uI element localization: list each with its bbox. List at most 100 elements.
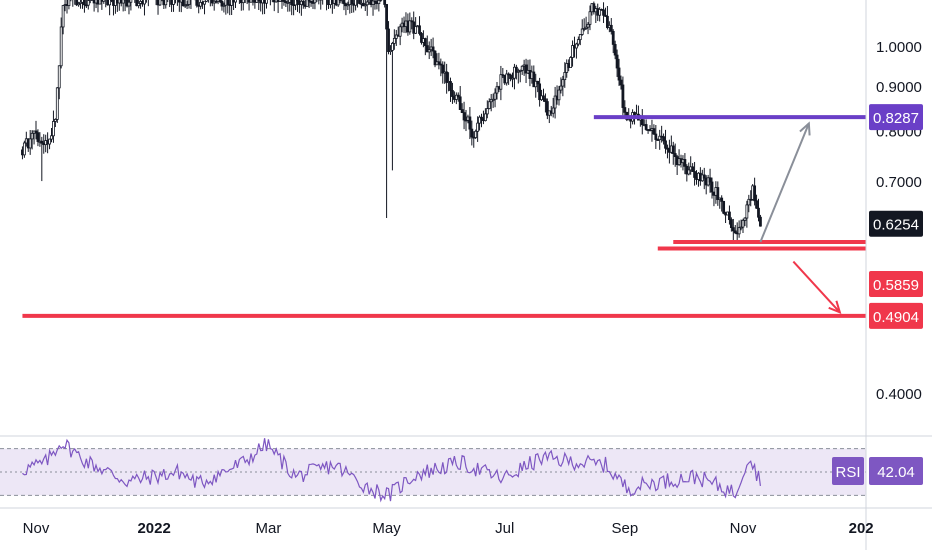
- candle: [644, 119, 648, 131]
- candle-body: [249, 0, 253, 3]
- y-tick-label: 0.4000: [876, 386, 922, 403]
- candle: [288, 0, 292, 12]
- candle-body: [617, 67, 621, 81]
- candle: [210, 0, 214, 7]
- candle: [199, 0, 203, 10]
- candle-body: [36, 132, 40, 142]
- candle: [59, 17, 63, 69]
- candle: [207, 0, 209, 3]
- candle-body: [602, 9, 605, 16]
- arrow-head: [799, 121, 811, 136]
- candle-body: [520, 65, 524, 71]
- candle-body: [437, 61, 441, 65]
- candle: [123, 0, 127, 12]
- candle: [177, 0, 181, 12]
- candle-body: [342, 0, 346, 5]
- candle-body: [553, 95, 557, 109]
- candle-body: [177, 0, 181, 3]
- candle-body: [410, 20, 414, 23]
- y-tick-label: 0.9000: [876, 79, 922, 96]
- arrow-down[interactable]: [792, 260, 842, 314]
- candle: [708, 168, 712, 193]
- candle: [664, 129, 667, 154]
- candle-body: [671, 145, 675, 154]
- candle: [281, 0, 283, 9]
- candle-body: [371, 0, 375, 5]
- candle: [301, 0, 305, 9]
- candle: [220, 0, 224, 11]
- candle: [241, 0, 245, 11]
- candle: [716, 181, 720, 206]
- candle-body: [408, 20, 412, 33]
- price-plot[interactable]: [21, 0, 762, 243]
- rsi-pane[interactable]: [0, 435, 932, 503]
- candle: [731, 218, 735, 242]
- candle: [342, 0, 346, 11]
- candle: [615, 49, 619, 77]
- candle: [88, 0, 92, 4]
- candle-body: [263, 0, 266, 4]
- rsi-value: 42.04: [877, 464, 915, 481]
- candle-body: [83, 0, 86, 6]
- candle-body: [491, 98, 495, 101]
- candle: [458, 86, 462, 110]
- candle-body: [301, 0, 305, 6]
- candle-body: [50, 135, 53, 140]
- x-tick-label: Nov: [730, 520, 757, 537]
- candle-body: [57, 65, 61, 89]
- arrow-up[interactable]: [759, 121, 811, 243]
- candle: [30, 130, 34, 150]
- candle: [418, 16, 421, 36]
- candle: [619, 75, 623, 90]
- rsi-name-box: [832, 457, 864, 485]
- candle-body: [611, 30, 615, 45]
- candle-body: [346, 4, 350, 7]
- candle-body: [571, 45, 574, 58]
- candle-body: [115, 0, 119, 4]
- x-tick-label: Sep: [611, 520, 638, 537]
- candle-body: [716, 187, 720, 200]
- candle: [514, 64, 518, 80]
- candle-body: [210, 0, 214, 4]
- candle: [398, 24, 402, 46]
- candle: [158, 0, 162, 6]
- candle: [346, 1, 350, 11]
- candle: [394, 29, 398, 46]
- price-label-text: 0.4904: [873, 309, 919, 326]
- candle-body: [542, 95, 545, 100]
- candle-body: [538, 83, 542, 101]
- candle: [255, 0, 259, 3]
- candle-body: [127, 1, 131, 7]
- candle-body: [673, 153, 677, 158]
- candle: [691, 163, 695, 172]
- candle-body: [563, 72, 567, 81]
- candle: [414, 17, 418, 35]
- candle: [425, 35, 429, 53]
- candle-body: [606, 15, 609, 28]
- candle-body: [414, 26, 418, 34]
- candle: [747, 194, 751, 213]
- candle: [365, 0, 369, 16]
- projection-arrows[interactable]: [759, 121, 842, 314]
- candle-body: [753, 185, 757, 202]
- rsi-line[interactable]: [22, 438, 761, 503]
- candle: [441, 61, 445, 84]
- candle-body: [423, 38, 427, 47]
- candle: [164, 0, 168, 9]
- candle: [507, 72, 511, 85]
- candle: [513, 63, 516, 90]
- candle-body: [255, 0, 259, 3]
- candle-body: [557, 89, 561, 101]
- candle-body: [135, 0, 139, 7]
- candle-body: [394, 34, 398, 39]
- candle: [226, 0, 230, 14]
- candle: [36, 129, 40, 147]
- candle-body: [511, 77, 514, 80]
- price-label-box: [869, 271, 923, 297]
- candle-body: [565, 63, 569, 73]
- horizontal-levels[interactable]: [22, 115, 866, 318]
- candle-body: [741, 219, 745, 228]
- candle-body: [731, 227, 735, 232]
- candle: [410, 17, 414, 30]
- candle: [296, 0, 299, 12]
